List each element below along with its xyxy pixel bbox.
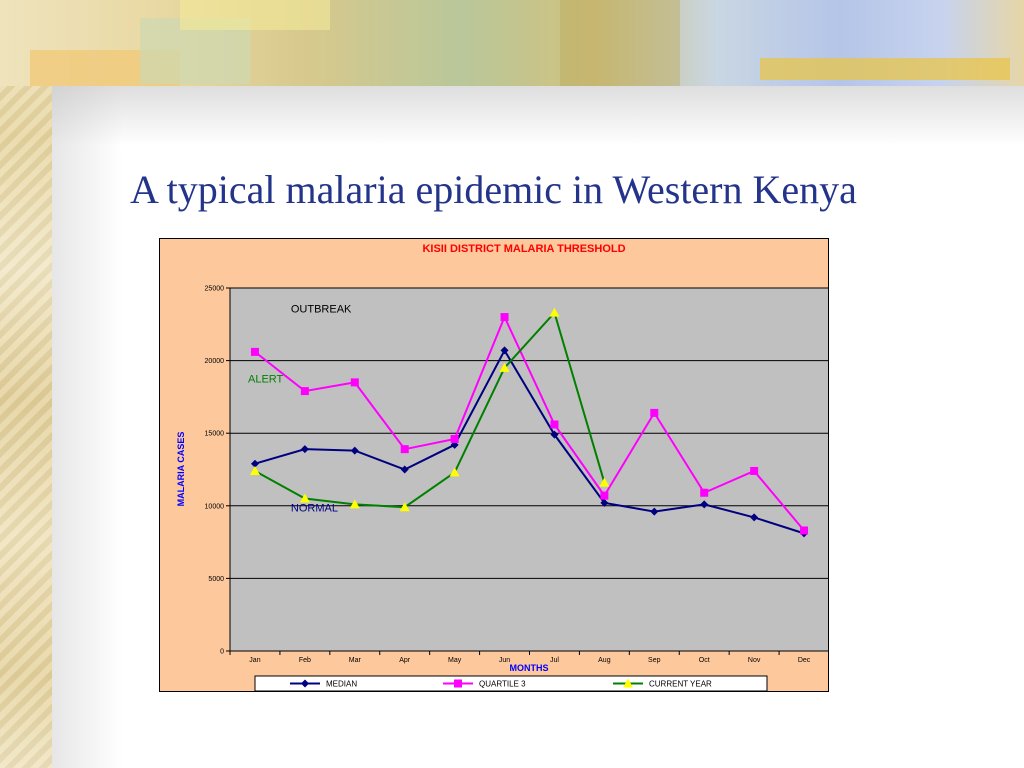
y-tick-label: 25000 — [205, 286, 225, 293]
x-tick-label: Oct — [699, 657, 710, 664]
x-axis-label: MONTHS — [510, 663, 549, 673]
x-tick-label: Dec — [798, 657, 811, 664]
data-point-median — [550, 430, 559, 439]
data-point-quartile-3 — [500, 313, 509, 322]
legend-marker — [623, 678, 633, 688]
data-point-quartile-3 — [400, 445, 409, 454]
annotation-alert: ALERT — [248, 373, 284, 385]
data-point-median — [400, 465, 409, 474]
x-axis-ticks: Jan Feb Mar Apr May Jun Jul Aug Sep Oct Nov Dec — [229, 651, 811, 664]
y-tick-label: 10000 — [205, 503, 225, 510]
data-point-current-year — [549, 307, 560, 317]
legend-marker — [454, 679, 462, 688]
data-point-median — [750, 513, 759, 522]
data-point-current-year — [249, 465, 260, 475]
data-point-quartile-3 — [700, 488, 709, 497]
y-tick-label: 0 — [220, 649, 224, 656]
data-point-current-year — [299, 493, 310, 503]
banner-leaf-block — [180, 0, 330, 30]
data-point-current-year — [399, 502, 410, 512]
data-point-current-year — [599, 477, 610, 487]
data-point-median — [450, 440, 459, 449]
annotations: OUTBREAK ALERT NORMAL — [248, 304, 352, 515]
series-line-quartile-3 — [254, 314, 805, 532]
x-tick-label: Jan — [249, 657, 260, 664]
y-tick-label: 5000 — [208, 576, 224, 583]
x-tick-label: Mar — [349, 657, 362, 664]
data-point-quartile-3 — [650, 408, 659, 417]
legend-label: MEDIAN — [326, 680, 357, 689]
data-point-quartile-3 — [300, 387, 309, 396]
data-point-median — [500, 346, 509, 355]
y-tick-label: 20000 — [205, 358, 225, 365]
annotation-normal: NORMAL — [291, 503, 338, 515]
data-point-quartile-3 — [250, 347, 259, 356]
data-point-current-year — [499, 362, 510, 372]
legend: MEDIAN QUARTILE 3 CURRENT YEAR — [254, 675, 768, 691]
chart-title: KISII DISTRICT MALARIA THRESHOLD — [422, 243, 625, 255]
data-point-median — [300, 445, 309, 454]
x-tick-label: Nov — [748, 657, 761, 664]
data-point-quartile-3 — [350, 378, 359, 387]
malaria-threshold-chart: KISII DISTRICT MALARIA THRESHOLD 0 5000 10… — [176, 243, 828, 691]
series-lines — [254, 310, 805, 535]
y-axis-label: MALARIA CASES — [176, 432, 186, 507]
banner-grain-block — [760, 58, 1010, 80]
data-point-quartile-3 — [800, 526, 809, 535]
data-point-quartile-3 — [550, 420, 559, 429]
data-point-median — [350, 446, 359, 455]
chart-frame: KISII DISTRICT MALARIA THRESHOLD 0 5000 10… — [159, 238, 829, 692]
x-tick-label: May — [448, 657, 462, 664]
left-decorative-strip — [0, 0, 52, 768]
slide-title: A typical malaria epidemic in Western Ke… — [130, 167, 857, 212]
data-point-current-year — [449, 467, 460, 477]
x-tick-label: Jul — [550, 657, 559, 664]
series-line-current-year — [254, 310, 606, 509]
y-axis-ticks: 0 5000 10000 15000 20000 25000 — [205, 286, 230, 656]
x-tick-label: Feb — [299, 657, 311, 664]
legend-label: CURRENT YEAR — [649, 680, 712, 689]
data-point-median — [650, 507, 659, 516]
gridlines — [230, 360, 828, 579]
legend-box — [254, 675, 768, 691]
top-decorative-banner — [0, 0, 1024, 86]
x-tick-label: Aug — [598, 657, 611, 664]
data-point-quartile-3 — [750, 466, 759, 475]
x-tick-label: Sep — [648, 657, 661, 664]
data-point-current-year — [349, 499, 360, 509]
series-line-median — [254, 348, 805, 535]
banner-leaf-block — [560, 0, 680, 86]
plot-area — [229, 287, 828, 652]
top-shadow — [52, 86, 1024, 146]
data-point-median — [700, 500, 709, 509]
data-point-quartile-3 — [600, 491, 609, 500]
series-markers — [249, 307, 809, 538]
data-point-median — [600, 498, 609, 507]
x-tick-label: Jun — [499, 657, 510, 664]
data-point-quartile-3 — [450, 435, 459, 444]
annotation-outbreak: OUTBREAK — [291, 304, 352, 316]
legend-label: QUARTILE 3 — [479, 680, 526, 689]
y-tick-label: 15000 — [205, 431, 225, 438]
data-point-median — [250, 459, 259, 468]
legend-marker — [301, 679, 309, 688]
x-tick-label: Apr — [399, 657, 411, 664]
